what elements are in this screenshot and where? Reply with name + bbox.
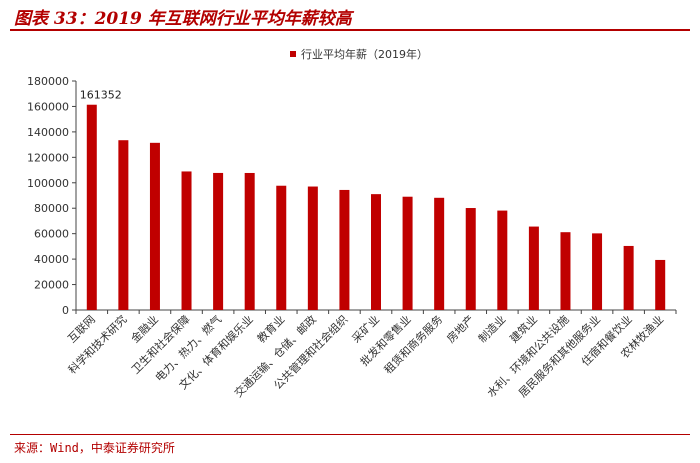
bar [307,186,318,310]
x-tick-label: 制造业 [475,312,508,345]
y-tick-label: 100000 [27,177,69,190]
chart-legend: 行业平均年薪（2019年） [290,47,428,61]
bar [118,140,129,310]
footer-rule [10,434,690,435]
y-tick-label: 120000 [27,151,69,164]
bar [371,194,381,310]
bar [528,226,539,310]
bar [402,196,413,310]
source-note: 来源：Wind，中泰证券研究所 [14,441,175,455]
y-tick-label: 180000 [27,75,69,88]
legend-swatch [290,51,296,57]
bar-series: 161352 [80,89,666,311]
y-tick-label: 60000 [34,228,69,241]
x-tick-label: 房地产 [444,312,477,345]
bar [244,172,255,310]
chart-title: 图表 33：2019 年互联网行业平均年薪较高 [14,9,352,29]
bar [86,104,97,311]
bar [465,208,476,310]
legend-label: 行业平均年薪（2019年） [301,47,428,61]
bar [276,185,287,310]
bar [149,142,160,310]
bar [213,172,224,310]
y-tick-label: 80000 [34,202,69,215]
y-tick-label: 40000 [34,253,69,266]
bar [339,189,350,310]
y-tick-label: 160000 [27,100,69,113]
bar [592,233,603,310]
bar [434,197,445,310]
bar [181,171,192,310]
y-tick-label: 0 [62,304,69,317]
bar [497,210,508,310]
bar [560,232,571,310]
y-tick-label: 140000 [27,126,69,139]
bar [655,259,666,310]
y-tick-label: 20000 [34,279,69,292]
bar [623,245,634,310]
title-rule [10,29,690,31]
data-label: 161352 [80,89,122,102]
